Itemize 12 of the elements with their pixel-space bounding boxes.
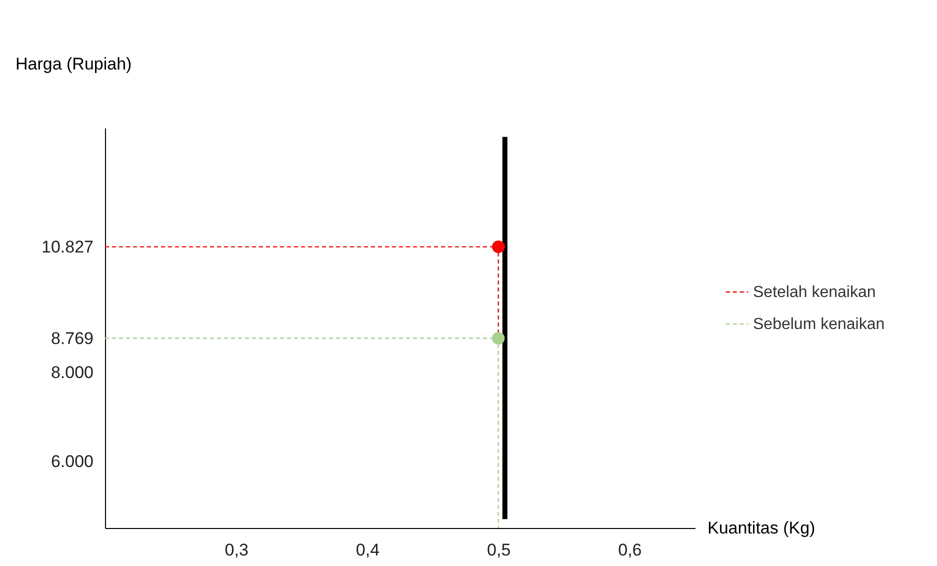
y-axis-title: Harga (Rupiah) [16,54,132,74]
y-tick-label: 8.000 [50,362,94,382]
x-axis-title: Kuantitas (Kg) [708,518,816,538]
legend-label: Sebelum kenaikan [753,316,885,333]
x-tick-label: 0,3 [224,540,248,560]
x-tick-label: 0,4 [356,540,380,560]
legend-label: Setelah kenaikan [753,284,876,301]
y-tick-label: 8.769 [50,328,94,348]
x-tick-label: 0,6 [618,540,642,560]
y-tick-label: 10.827 [42,237,94,256]
x-tick-label: 0,5 [487,540,511,560]
y-tick-label: 6.000 [50,452,94,471]
